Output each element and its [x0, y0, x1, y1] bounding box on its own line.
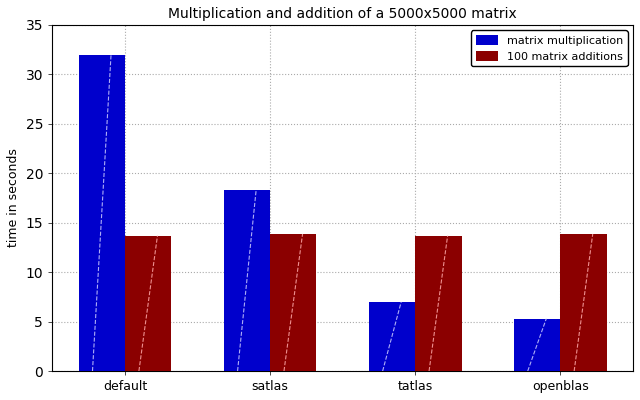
Bar	[270, 234, 317, 371]
Bar	[79, 54, 125, 371]
Bar	[415, 236, 461, 371]
Bar	[514, 319, 560, 371]
Bar	[560, 234, 607, 371]
Title: Multiplication and addition of a 5000x5000 matrix: Multiplication and addition of a 5000x50…	[168, 7, 517, 21]
Bar	[125, 236, 172, 371]
Y-axis label: time in seconds: time in seconds	[7, 148, 20, 247]
Bar	[223, 190, 270, 371]
Bar	[369, 302, 415, 371]
Legend: matrix multiplication, 100 matrix additions: matrix multiplication, 100 matrix additi…	[471, 30, 627, 66]
